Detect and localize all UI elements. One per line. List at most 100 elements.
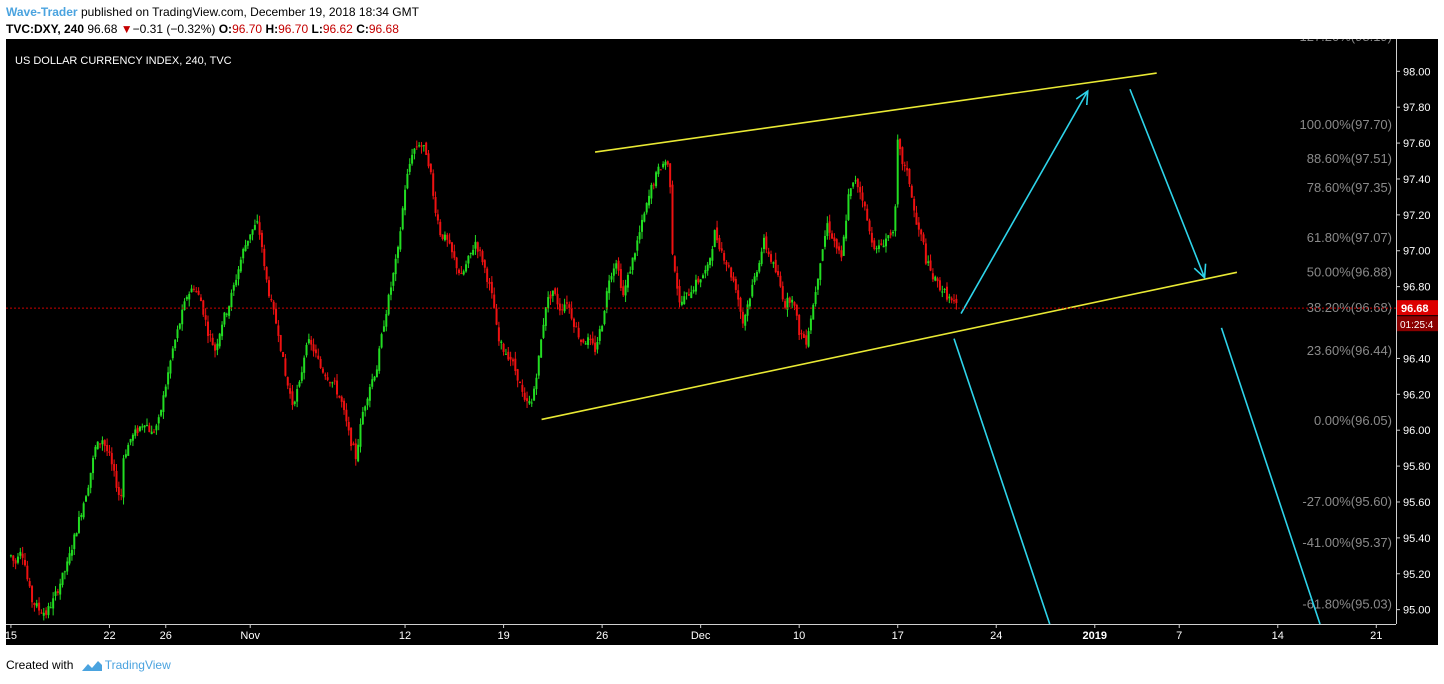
- candle-body: [812, 304, 815, 320]
- candle-body: [852, 182, 855, 187]
- candle-body: [953, 300, 956, 302]
- candle-body: [307, 339, 310, 344]
- fib-level-label: 38.20%(96.68): [1307, 300, 1392, 315]
- time-tick-label: 12: [399, 630, 411, 642]
- countdown-label: 01:25:4: [1400, 320, 1434, 331]
- candle-body: [373, 376, 376, 381]
- fib-level-label: 0.00%(96.05): [1314, 413, 1392, 428]
- candle-body: [495, 308, 498, 325]
- candle-body: [218, 333, 221, 347]
- candle-body: [314, 349, 317, 354]
- price-tick-label: 97.60: [1403, 138, 1431, 150]
- candle-body: [544, 307, 547, 326]
- candle-body: [725, 261, 728, 265]
- candle-body: [821, 249, 824, 261]
- candle-body: [605, 291, 608, 310]
- candle-body: [385, 314, 388, 327]
- candle-body: [814, 292, 817, 305]
- candle-body: [636, 240, 639, 251]
- candle-body: [481, 251, 484, 263]
- candle-body: [33, 602, 36, 606]
- candle-body: [94, 446, 97, 457]
- candle-body: [282, 351, 285, 357]
- candle-body: [617, 260, 620, 271]
- candle-body: [511, 359, 514, 362]
- candle-body: [357, 444, 360, 462]
- candle-body: [701, 275, 704, 279]
- candle-body: [136, 427, 139, 434]
- candle-body: [760, 251, 763, 264]
- candle-body: [382, 326, 385, 332]
- candle-body: [237, 269, 240, 280]
- down-arrow-icon: ▼: [120, 22, 133, 36]
- candle-body: [899, 139, 902, 150]
- candle-body: [826, 223, 829, 236]
- candle-body: [103, 440, 106, 446]
- candle-body: [66, 561, 69, 572]
- candle-body: [798, 314, 801, 336]
- candle-body: [380, 334, 383, 348]
- candle-body: [35, 603, 38, 607]
- candle-body: [99, 443, 102, 445]
- candle-body: [258, 222, 261, 235]
- candle-body: [101, 440, 104, 445]
- candle-body: [28, 581, 31, 587]
- candle-body: [284, 358, 287, 376]
- candle-body: [533, 388, 536, 401]
- candle-body: [434, 197, 437, 213]
- candle-body: [936, 278, 939, 282]
- candle-body: [610, 276, 613, 280]
- candle-body: [931, 273, 934, 280]
- candle-body: [286, 377, 289, 386]
- chart-frame[interactable]: 127.20%(98.19) 100.00%(97.70) 88.60%(97.51…: [6, 39, 1438, 645]
- price-tick-label: 97.20: [1403, 210, 1431, 222]
- candle-body: [408, 163, 411, 172]
- candle-body: [861, 192, 864, 201]
- candle-body: [26, 565, 29, 580]
- candle-body: [903, 164, 906, 167]
- candle-body: [601, 326, 604, 332]
- candle-body: [260, 232, 263, 248]
- tradingview-brand-link[interactable]: TradingView: [104, 658, 171, 672]
- candle-body: [802, 334, 805, 338]
- candle-body: [549, 294, 552, 299]
- candle-body: [317, 355, 320, 359]
- candle-body: [197, 290, 200, 295]
- candle-body: [418, 145, 421, 147]
- candle-body: [425, 142, 428, 155]
- time-tick-label: 15: [6, 630, 17, 642]
- countdown-tag: [1397, 316, 1438, 332]
- price-tick-label: 96.00: [1403, 425, 1431, 437]
- candle-body: [629, 271, 632, 274]
- channel-lower-line: [541, 271, 1238, 421]
- candle-body: [378, 348, 381, 371]
- candle-body: [884, 238, 887, 247]
- candle-body: [467, 255, 470, 264]
- candle-body: [84, 496, 87, 502]
- candle-body: [216, 343, 219, 351]
- time-tick-label: 7: [1176, 630, 1182, 642]
- candle-body: [615, 263, 618, 269]
- candle-body: [758, 263, 761, 272]
- candle-body: [842, 236, 845, 256]
- candle-body: [300, 372, 303, 381]
- candle-body: [75, 533, 78, 537]
- candle-body: [737, 290, 740, 300]
- candle-body: [211, 337, 214, 346]
- candle-body: [748, 298, 751, 307]
- candle-body: [206, 321, 209, 336]
- candle-body: [131, 434, 134, 441]
- footer: Created with TradingView: [6, 658, 171, 673]
- low-label: L:: [311, 22, 323, 36]
- candle-body: [896, 139, 899, 205]
- tradingview-logo-icon[interactable]: [81, 659, 103, 673]
- candle-body: [448, 239, 451, 244]
- fib-level-label: 78.60%(97.35): [1307, 180, 1392, 195]
- candle-body: [56, 591, 59, 593]
- author-link[interactable]: Wave-Trader: [6, 5, 78, 19]
- price-chart[interactable]: 127.20%(98.19) 100.00%(97.70) 88.60%(97.51…: [6, 39, 1438, 645]
- candle-body: [603, 310, 606, 324]
- publish-info: published on TradingView.com, December 1…: [80, 5, 419, 19]
- candle-body: [662, 163, 665, 168]
- candle-body: [633, 253, 636, 260]
